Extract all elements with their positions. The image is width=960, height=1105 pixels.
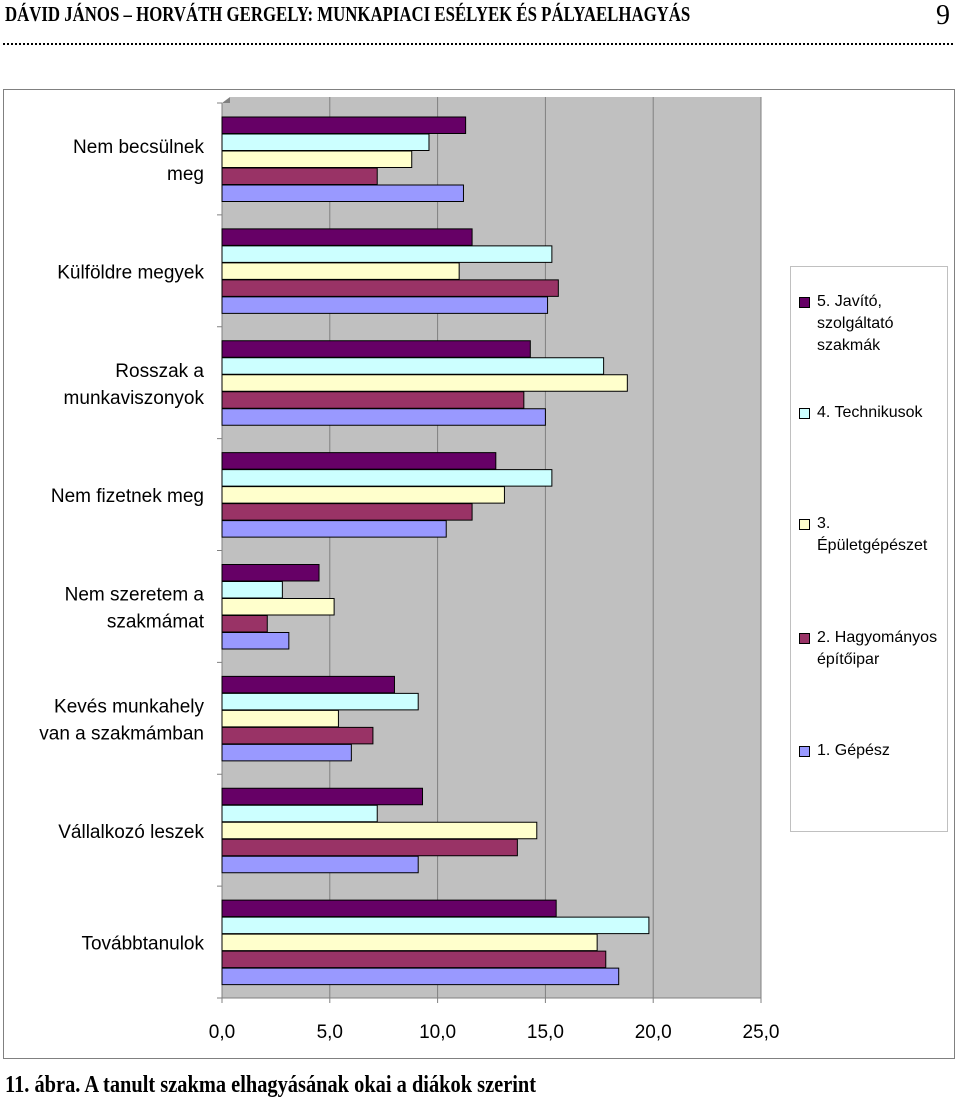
- legend-swatch-2: [799, 519, 810, 530]
- category-label-3-0: Nem fizetnek meg: [51, 486, 204, 507]
- bar-4-6: [221, 855, 419, 874]
- category-label-2-1: munkaviszonyok: [64, 388, 205, 409]
- x-tick-label-5: 25,0: [743, 1022, 780, 1043]
- bar-4-5: [221, 743, 352, 762]
- bar-4-3: [221, 520, 447, 538]
- x-tick-label-1: 5,0: [317, 1022, 343, 1043]
- legend-swatch-0: [799, 297, 810, 308]
- bar-2-7: [221, 933, 598, 952]
- bar-2-4: [221, 598, 335, 616]
- bar-4-2: [221, 408, 546, 426]
- bar-0-4: [221, 564, 320, 582]
- legend-label-1: 4. Technikusok: [817, 402, 945, 424]
- bar-1-5: [221, 692, 419, 711]
- legend-swatch-1: [799, 408, 810, 419]
- bar-chart: 0,0 5,0 10,0 15,0 20,0 25,0 Nem becsülnek meg Kü…: [39, 97, 780, 1043]
- bar-4-7: [221, 967, 620, 986]
- bar-1-6: [221, 804, 378, 823]
- category-label-5-0: Kevés munkahely: [54, 696, 204, 717]
- bar-3-7: [221, 950, 607, 969]
- chart-legend: 5. Javító, szolgáltató szakmák 4. Technikus…: [790, 266, 948, 832]
- bar-0-6: [221, 787, 424, 806]
- bar-0-5: [221, 675, 395, 694]
- category-label-4-0: Nem szeretem a: [65, 585, 205, 606]
- legend-label-0: 5. Javító, szolgáltató szakmák: [817, 291, 945, 357]
- bar-3-4: [221, 615, 268, 633]
- x-tick-label-3: 15,0: [527, 1022, 564, 1043]
- bar-3-5: [221, 726, 374, 745]
- legend-label-4: 1. Gépész: [817, 740, 945, 762]
- bar-3-3: [221, 503, 473, 521]
- category-label-2-0: Rosszak a: [115, 361, 204, 382]
- legend-label-line-1-0: 4. Technikusok: [817, 404, 923, 421]
- bar-3-6: [221, 838, 518, 857]
- bar-3-2: [221, 391, 525, 409]
- page-number: 9: [936, 0, 950, 31]
- bar-3-0: [221, 167, 378, 185]
- legend-label-line-2-1: Épületgépészet: [817, 537, 928, 554]
- category-label-7-0: Továbbtanulok: [81, 934, 204, 955]
- x-tick-label-2: 10,0: [419, 1022, 456, 1043]
- legend-item-2: 3. Épületgépészet: [799, 513, 945, 557]
- legend-label-line-0-0: 5. Javító,: [817, 293, 882, 310]
- legend-label-3: 2. Hagyományos építőipar: [817, 627, 945, 671]
- category-label-4-1: szakmámat: [107, 612, 205, 633]
- bar-2-3: [221, 486, 505, 504]
- legend-label-line-4-0: 1. Gépész: [817, 742, 890, 759]
- category-label-0-1: meg: [167, 164, 204, 185]
- bar-1-0: [221, 133, 430, 151]
- category-label-1-0: Külföldre megyek: [57, 262, 204, 283]
- legend-label-line-3-1: építőipar: [817, 651, 880, 668]
- category-label-0-0: Nem becsülnek: [73, 137, 204, 158]
- legend-label-line-2-0: 3.: [817, 515, 831, 532]
- legend-label-line-3-0: 2. Hagyományos: [817, 629, 938, 646]
- bar-1-7: [221, 916, 650, 935]
- legend-label-line-0-1: szolgáltató: [817, 315, 894, 332]
- bar-4-1: [221, 296, 549, 314]
- bar-1-3: [221, 469, 553, 487]
- bar-0-2: [221, 340, 531, 358]
- legend-swatch-3: [799, 633, 810, 644]
- header-divider: [3, 43, 953, 45]
- bar-2-5: [221, 709, 339, 728]
- bar-1-2: [221, 357, 605, 375]
- category-label-6-0: Vállalkozó leszek: [58, 822, 204, 843]
- bar-3-1: [221, 279, 559, 297]
- legend-item-1: 4. Technikusok: [799, 402, 945, 424]
- x-tick-label-0: 0,0: [209, 1022, 235, 1043]
- bar-0-1: [221, 228, 473, 246]
- bar-0-3: [221, 452, 497, 470]
- legend-item-3: 2. Hagyományos építőipar: [799, 627, 945, 671]
- bar-0-0: [221, 116, 467, 134]
- legend-label-2: 3. Épületgépészet: [817, 513, 945, 557]
- bar-2-6: [221, 821, 538, 840]
- figure-caption: 11. ábra. A tanult szakma elhagyásának o…: [5, 1072, 537, 1098]
- bar-1-4: [221, 581, 283, 599]
- bar-1-1: [221, 245, 553, 263]
- header-title: DÁVID JÁNOS – HORVÁTH GERGELY: MUNKAPIAC…: [5, 2, 691, 26]
- bar-2-2: [221, 374, 628, 392]
- legend-swatch-4: [799, 746, 810, 757]
- category-label-5-1: van a szakmámban: [39, 723, 204, 744]
- legend-item-4: 1. Gépész: [799, 740, 945, 762]
- x-tick-label-4: 20,0: [635, 1022, 672, 1043]
- bar-2-1: [221, 262, 460, 280]
- bar-4-4: [221, 632, 290, 650]
- bar-2-0: [221, 150, 413, 168]
- legend-label-line-0-2: szakmák: [817, 337, 881, 354]
- bar-0-7: [221, 899, 557, 918]
- legend-item-0: 5. Javító, szolgáltató szakmák: [799, 291, 945, 357]
- bar-4-0: [221, 184, 464, 202]
